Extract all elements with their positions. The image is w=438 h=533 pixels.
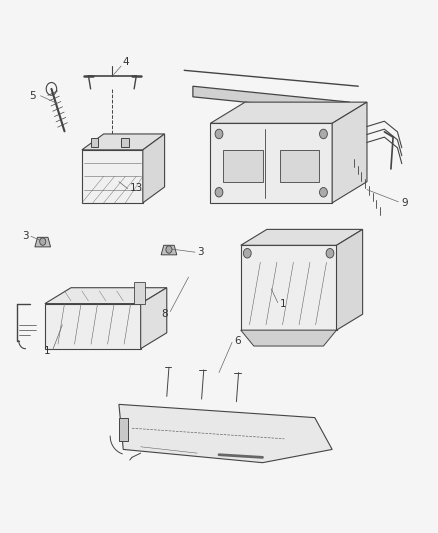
Circle shape: [244, 248, 251, 258]
Polygon shape: [143, 134, 165, 203]
Polygon shape: [241, 229, 363, 245]
Bar: [91, 138, 99, 147]
Text: 3: 3: [198, 247, 204, 257]
Circle shape: [166, 246, 172, 253]
Polygon shape: [210, 123, 332, 203]
Polygon shape: [332, 102, 367, 203]
Polygon shape: [134, 282, 145, 304]
Text: 1: 1: [44, 346, 50, 357]
Polygon shape: [119, 405, 332, 463]
Text: 3: 3: [22, 231, 28, 241]
Polygon shape: [119, 418, 127, 441]
Text: 8: 8: [161, 309, 168, 319]
Polygon shape: [241, 245, 336, 330]
Text: 9: 9: [401, 198, 408, 208]
Polygon shape: [210, 102, 367, 123]
Circle shape: [215, 188, 223, 197]
Circle shape: [320, 129, 327, 139]
Circle shape: [215, 129, 223, 139]
Text: 6: 6: [234, 336, 241, 346]
Polygon shape: [82, 134, 165, 150]
Polygon shape: [141, 288, 167, 349]
Text: 4: 4: [122, 58, 129, 67]
Polygon shape: [35, 237, 50, 247]
Circle shape: [40, 238, 46, 245]
Polygon shape: [45, 304, 141, 349]
Polygon shape: [280, 150, 319, 182]
Polygon shape: [223, 150, 262, 182]
Text: 1: 1: [280, 298, 287, 309]
Polygon shape: [336, 229, 363, 330]
Bar: [121, 138, 129, 147]
Polygon shape: [241, 330, 336, 346]
Polygon shape: [161, 245, 177, 255]
Polygon shape: [45, 288, 167, 304]
Circle shape: [326, 248, 334, 258]
Circle shape: [320, 188, 327, 197]
Polygon shape: [82, 150, 143, 203]
Polygon shape: [193, 86, 350, 113]
Text: 13: 13: [130, 183, 143, 193]
Text: 5: 5: [29, 91, 36, 101]
